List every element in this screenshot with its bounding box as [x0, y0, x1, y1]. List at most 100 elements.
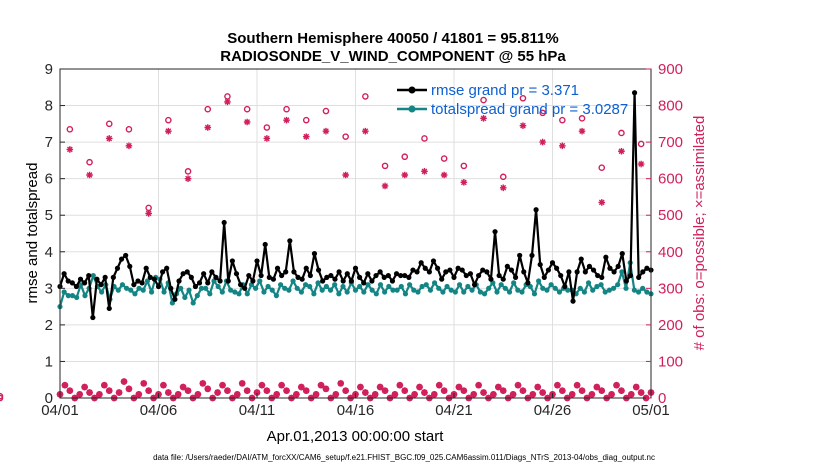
totalspread-point — [631, 287, 637, 293]
rmse-point — [549, 260, 556, 266]
rmse-point — [467, 271, 474, 277]
totalspread-point — [207, 291, 213, 297]
totalspread-point — [394, 287, 400, 293]
rmse-point — [98, 282, 104, 288]
y-right-tick-label: 300 — [658, 280, 683, 297]
legend: rmse grand pr = 3.371 totalspread grand … — [397, 82, 628, 118]
rmse-point — [155, 283, 162, 290]
rmse-point — [254, 258, 260, 264]
rmse-point — [311, 251, 318, 257]
obs-low-assimilated-marker — [135, 391, 143, 398]
obs-low-assimilated-marker — [174, 391, 182, 398]
totalspread-point — [465, 283, 471, 290]
rmse-point — [373, 272, 379, 279]
rmse-point — [123, 252, 129, 259]
totalspread-point — [294, 285, 300, 291]
totalspread-point — [577, 285, 583, 291]
rmse-point — [320, 278, 326, 284]
totalspread-point — [178, 285, 184, 291]
rmse-point — [574, 269, 580, 275]
totalspread-point — [382, 289, 388, 295]
totalspread-point — [190, 300, 196, 306]
obs-low-assimilated-marker — [371, 391, 379, 398]
rmse-point — [176, 278, 182, 284]
rmse-point — [69, 280, 75, 286]
obs-possible-marker — [243, 105, 251, 113]
totalspread-point — [336, 291, 342, 297]
y-left-tick-label: 7 — [45, 134, 53, 151]
obs-assimilated-marker — [637, 160, 645, 168]
rmse-point — [287, 238, 293, 244]
obs-low-assimilated-marker — [455, 383, 463, 391]
totalspread-point — [644, 289, 650, 295]
chart-title-line2: RADIOSONDE_V_WIND_COMPONENT @ 55 hPa — [220, 48, 566, 65]
rmse-point — [521, 269, 527, 275]
rmse-point — [496, 272, 502, 279]
totalspread-point — [556, 289, 563, 295]
y-right-tick-label: 200 — [658, 317, 683, 334]
rmse-point — [90, 314, 96, 321]
rmse-point — [151, 276, 157, 282]
obs-low-assimilated-marker — [66, 387, 74, 394]
rmse-point — [266, 274, 272, 280]
obs-possible-marker — [421, 135, 428, 142]
totalspread-point — [99, 289, 105, 295]
rmse-point — [541, 274, 547, 280]
rmse-point — [332, 276, 338, 282]
rmse-point — [459, 267, 465, 273]
obs-possible-marker — [578, 115, 586, 122]
totalspread-point — [82, 293, 88, 299]
obs-low-assimilated-marker — [76, 391, 83, 398]
rmse-point — [110, 274, 116, 280]
rmse-point — [578, 256, 584, 262]
obs-possible-marker — [559, 116, 566, 124]
totalspread-point — [486, 285, 492, 291]
rmse-point — [102, 274, 108, 280]
totalspread-point — [377, 282, 384, 288]
obs-assimilated-marker — [145, 210, 152, 217]
rmse-point — [86, 272, 92, 279]
totalspread-point — [361, 289, 367, 295]
obs-low-assimilated-marker — [322, 385, 330, 393]
rmse-point — [393, 271, 400, 277]
obs-low-assimilated-marker — [588, 391, 596, 398]
rmse-point — [73, 283, 80, 290]
obs-assimilated-marker — [539, 138, 546, 146]
totalspread-point — [469, 287, 475, 293]
legend-spread-label: totalspread grand pr = 3.0287 — [431, 101, 628, 118]
totalspread-point — [481, 291, 488, 297]
rmse-point — [143, 265, 149, 271]
obs-assimilated-marker — [184, 175, 192, 182]
rmse-point — [180, 271, 186, 277]
rmse-point — [377, 269, 383, 275]
totalspread-point — [311, 291, 317, 297]
rmse-point — [533, 207, 539, 213]
rmse-point — [258, 272, 264, 279]
rmse-point — [406, 274, 412, 280]
rmse-point — [77, 276, 84, 282]
obs-low-assimilated-marker — [214, 389, 221, 396]
obs-low-assimilated-marker — [332, 391, 340, 398]
totalspread-point — [640, 285, 646, 291]
totalspread-point — [265, 283, 271, 290]
totalspread-point — [74, 294, 80, 301]
rmse-point — [188, 274, 194, 280]
totalspread-point — [419, 283, 425, 290]
obs-low-assimilated-marker — [499, 387, 507, 394]
totalspread-point — [136, 285, 142, 291]
obs-low-assimilated-marker — [238, 380, 246, 387]
totalspread-point — [65, 293, 71, 299]
totalspread-point — [298, 289, 304, 295]
y-right-tick-label: 400 — [658, 244, 683, 261]
totalspread-point — [277, 282, 284, 288]
totalspread-point — [502, 285, 508, 291]
totalspread-point — [536, 278, 542, 284]
totalspread-point — [402, 291, 409, 297]
totalspread-point — [119, 282, 126, 288]
obs-possible-marker — [302, 116, 310, 124]
totalspread-point — [323, 283, 329, 290]
obs-possible-marker — [125, 126, 133, 133]
obs-assimilated-marker — [440, 171, 448, 179]
rmse-point — [512, 274, 519, 280]
obs-low-assimilated-marker — [598, 387, 606, 394]
